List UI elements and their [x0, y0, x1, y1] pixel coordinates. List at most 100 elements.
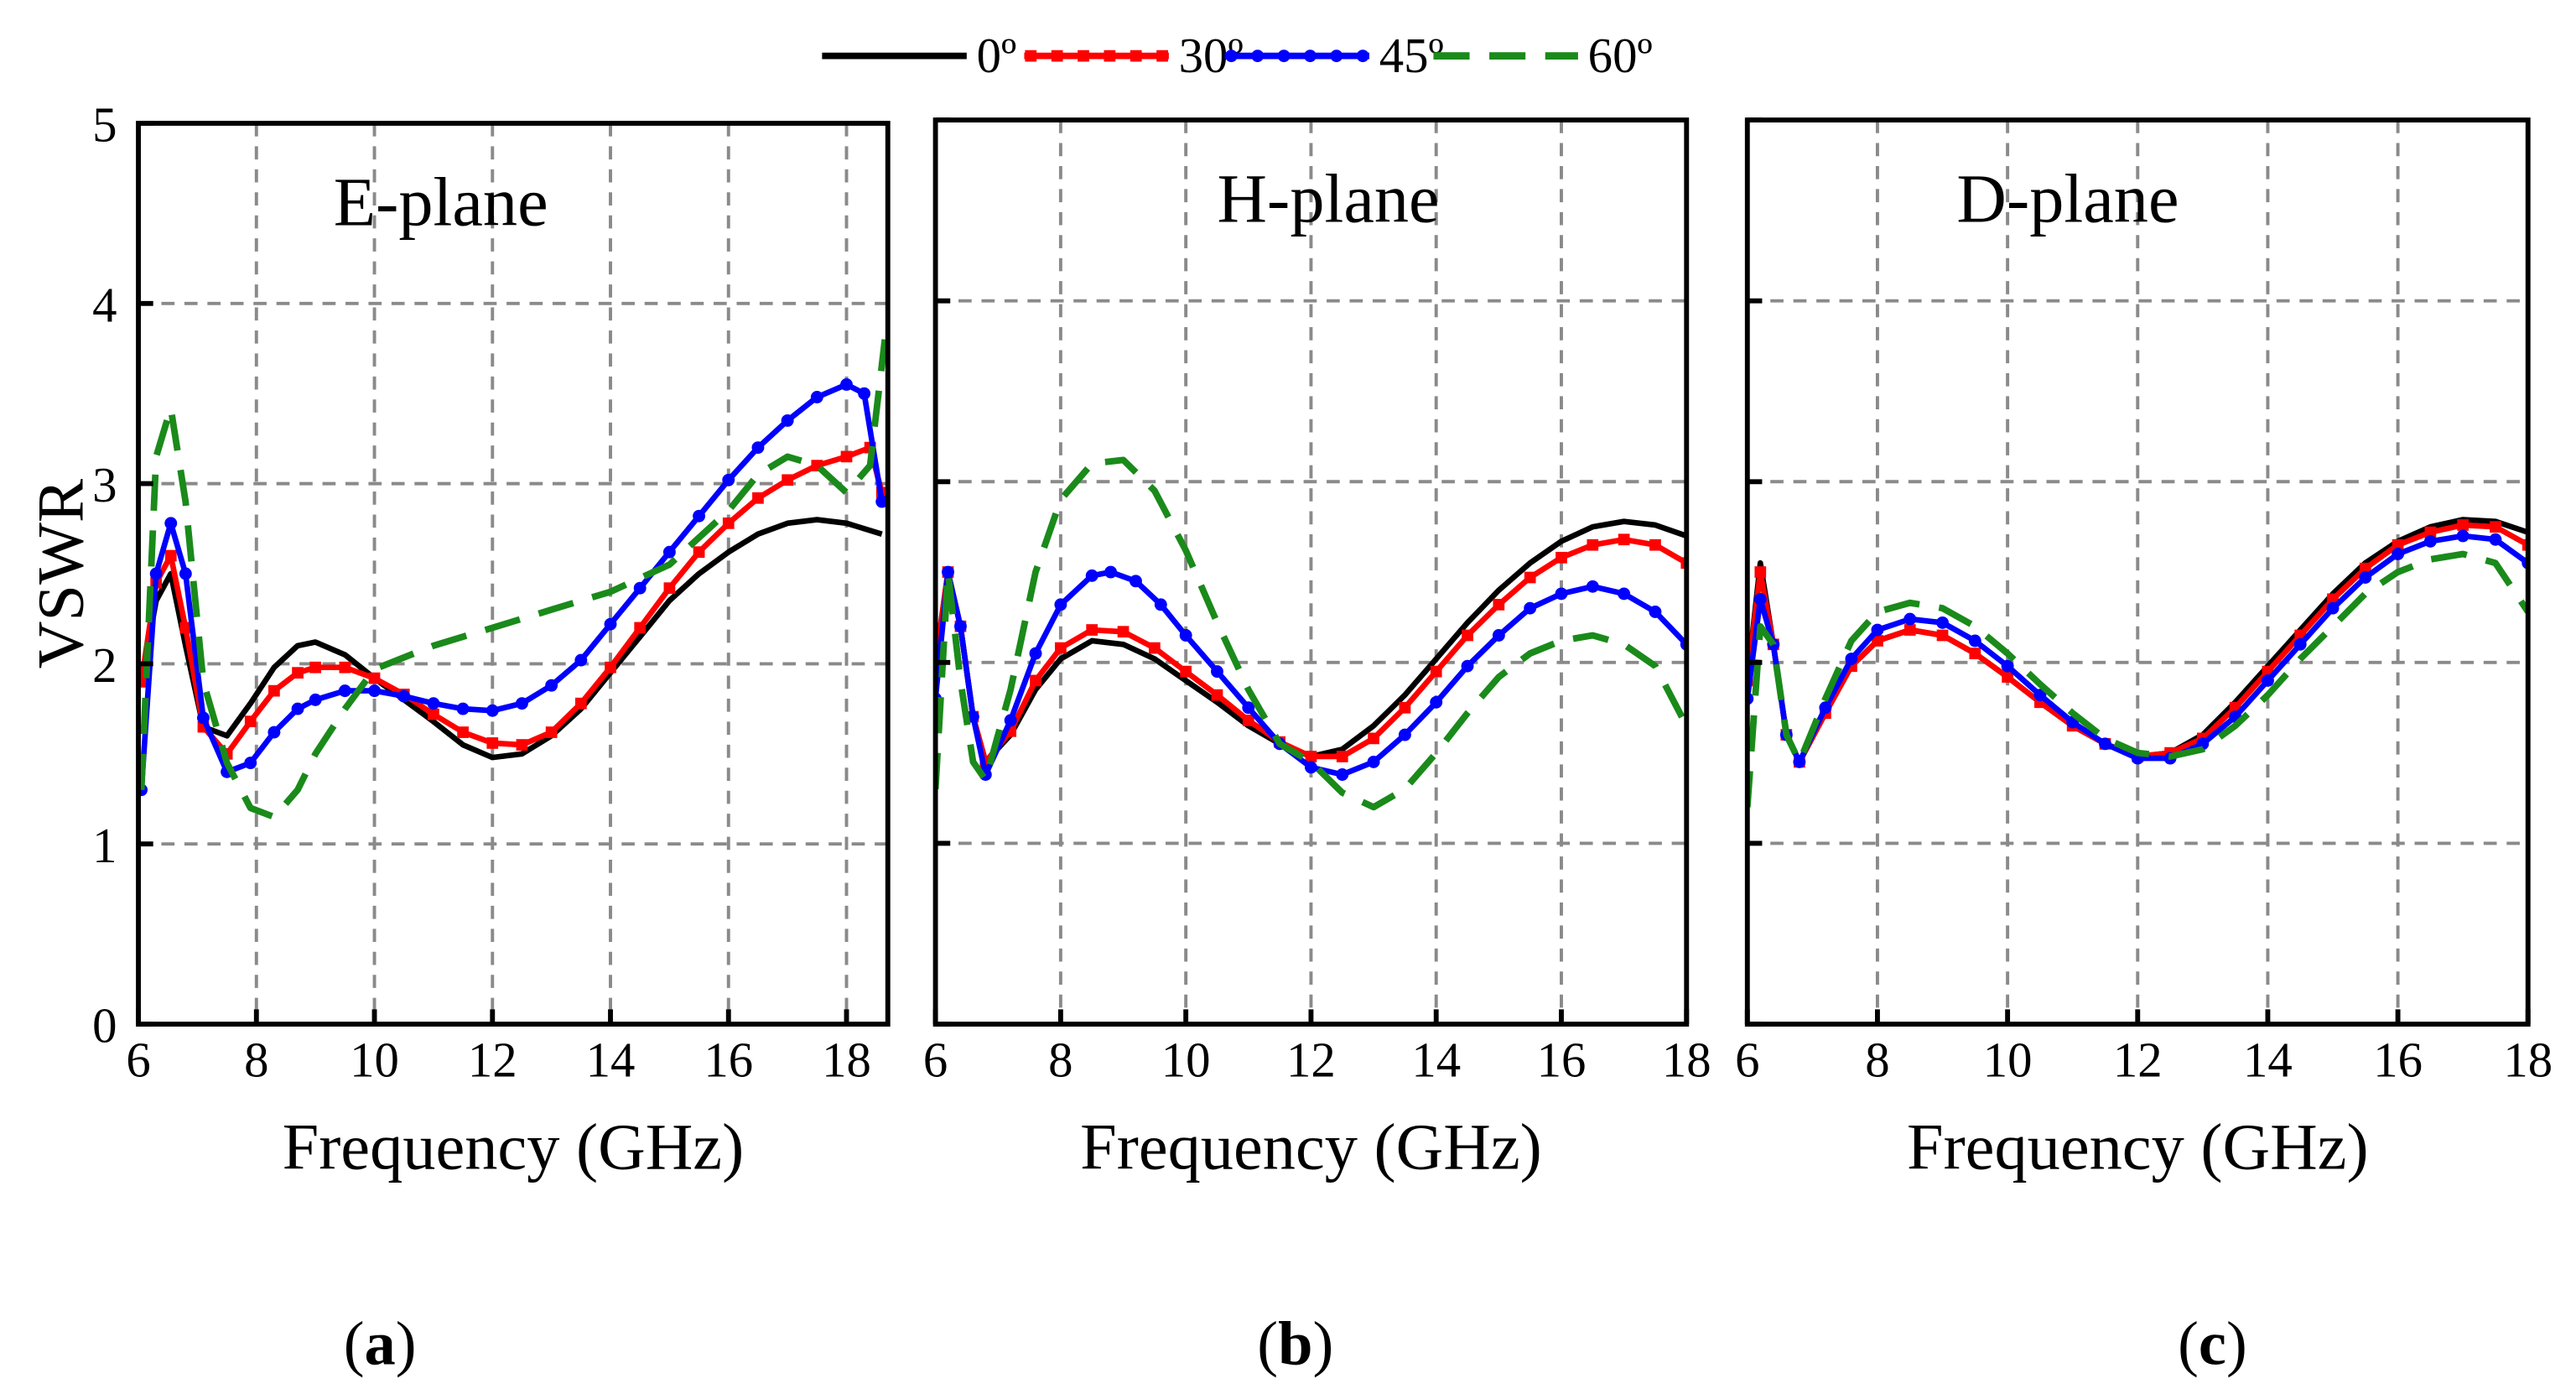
y-tick-label: 2 — [92, 638, 117, 693]
series-marker-30deg — [1493, 598, 1505, 611]
series-marker-30deg — [457, 726, 469, 738]
series-marker-45deg — [840, 378, 853, 391]
series-marker-30deg — [244, 715, 257, 728]
series-marker-30deg — [1872, 635, 1883, 647]
series-marker-30deg — [1055, 642, 1067, 654]
x-tick-label: 10 — [350, 1033, 399, 1088]
series-marker-45deg — [722, 473, 735, 486]
series-marker-30deg — [2359, 562, 2371, 575]
series-marker-45deg — [179, 567, 192, 580]
series-marker-30deg — [693, 546, 705, 559]
x-tick-label: 8 — [1048, 1033, 1072, 1088]
x-tick-label: 18 — [2503, 1033, 2553, 1088]
series-marker-30deg — [1618, 533, 1630, 546]
series-marker-45deg — [942, 565, 954, 579]
series-marker-30deg — [2521, 538, 2528, 551]
y-tick-label: 3 — [92, 458, 117, 512]
legend-label: 0º — [977, 29, 1017, 83]
series-marker-45deg — [574, 653, 588, 667]
series-marker-45deg — [1029, 647, 1042, 660]
series-marker-30deg — [1336, 751, 1348, 762]
series-marker-30deg — [574, 697, 587, 710]
x-tick-label: 6 — [1735, 1033, 1759, 1088]
series-marker-30deg — [2490, 521, 2501, 533]
series-marker-30deg — [2424, 526, 2437, 538]
series-marker-45deg — [2326, 601, 2340, 615]
series-marker-30deg — [1211, 689, 1223, 701]
series-line-45deg — [138, 382, 885, 790]
series-marker-45deg — [1461, 659, 1474, 673]
series-marker-30deg — [1242, 714, 1254, 726]
series-marker-45deg — [2423, 534, 2437, 548]
series-marker-45deg — [2456, 529, 2470, 543]
x-axis-label: Frequency (GHz) — [1080, 1110, 1542, 1183]
x-axis-label: Frequency (GHz) — [1907, 1110, 2369, 1183]
y-tick-label: 4 — [92, 278, 117, 332]
x-tick-label: 18 — [1662, 1033, 1711, 1088]
series-marker-45deg — [1129, 575, 1142, 588]
series-marker-45deg — [966, 710, 979, 723]
series-marker-30deg — [605, 661, 616, 674]
x-tick-label: 14 — [586, 1033, 636, 1088]
series-marker-45deg — [149, 567, 163, 580]
series-marker-30deg — [2457, 519, 2470, 531]
series-marker-30deg — [1148, 642, 1161, 654]
series-marker-30deg — [1680, 557, 1687, 570]
series-marker-45deg — [291, 702, 304, 715]
series-marker-45deg — [875, 495, 888, 508]
series-marker-45deg — [486, 704, 499, 717]
panel-label: (b) — [1257, 1310, 1333, 1379]
series-marker-45deg — [516, 697, 528, 710]
series-marker-30deg — [1555, 551, 1567, 564]
series-marker-45deg — [1085, 569, 1098, 582]
x-tick-label: 6 — [126, 1033, 150, 1088]
x-tick-label: 10 — [1161, 1033, 1211, 1088]
panel-label: (c) — [2178, 1310, 2247, 1379]
x-tick-label: 16 — [1537, 1033, 1587, 1088]
legend-label: 60º — [1588, 29, 1653, 83]
series-marker-45deg — [633, 581, 647, 595]
chart-panel-3: 6 8 10 12 14 16 18 Frequency (GHz) D-plane (c) — [1735, 117, 2553, 1379]
series-marker-30deg — [782, 474, 793, 486]
series-marker-30deg — [1180, 665, 1192, 678]
series-marker-45deg — [309, 693, 322, 706]
series-marker-45deg — [1367, 755, 1380, 768]
series-marker-30deg — [663, 582, 676, 595]
x-tick-label: 16 — [2373, 1033, 2423, 1088]
series-line-0deg — [138, 517, 883, 761]
series-marker-45deg — [858, 387, 871, 400]
series-marker-45deg — [1054, 598, 1067, 611]
series-marker-30deg — [2392, 538, 2404, 551]
series-marker-45deg — [2099, 737, 2111, 751]
x-axis-label: Frequency (GHz) — [283, 1110, 745, 1183]
x-tick-label: 14 — [1411, 1033, 1461, 1088]
series-marker-45deg — [2001, 659, 2014, 673]
series-marker-45deg — [810, 391, 823, 403]
series-marker-30deg — [164, 549, 177, 562]
x-tick-label: 8 — [244, 1033, 268, 1088]
series-marker-30deg — [1903, 624, 1916, 636]
x-tick-label: 14 — [2243, 1033, 2293, 1088]
series-marker-45deg — [1242, 701, 1255, 715]
series-marker-30deg — [1649, 538, 1661, 551]
series-marker-45deg — [244, 757, 257, 770]
series-marker-30deg — [516, 739, 528, 751]
series-marker-30deg — [486, 737, 499, 749]
panel-title: D-plane — [1956, 161, 2179, 237]
series-marker-30deg — [545, 726, 558, 738]
series-marker-45deg — [456, 702, 470, 715]
series-line-60deg — [1747, 550, 2528, 808]
y-tick-label: 1 — [92, 819, 117, 873]
series-marker-30deg — [1117, 626, 1130, 638]
series-marker-45deg — [604, 617, 617, 631]
series-marker-45deg — [1154, 598, 1167, 611]
series-line-60deg — [138, 339, 888, 820]
chart-panel-2: 6 8 10 12 14 16 18 Frequency (GHz) H-plane (b) — [923, 117, 1711, 1379]
series-marker-45deg — [368, 684, 381, 698]
series-marker-45deg — [1845, 653, 1858, 665]
series-marker-30deg — [1430, 665, 1442, 678]
series-marker-45deg — [2261, 674, 2274, 687]
series-marker-45deg — [1492, 629, 1505, 642]
series-marker-30deg — [309, 661, 322, 674]
